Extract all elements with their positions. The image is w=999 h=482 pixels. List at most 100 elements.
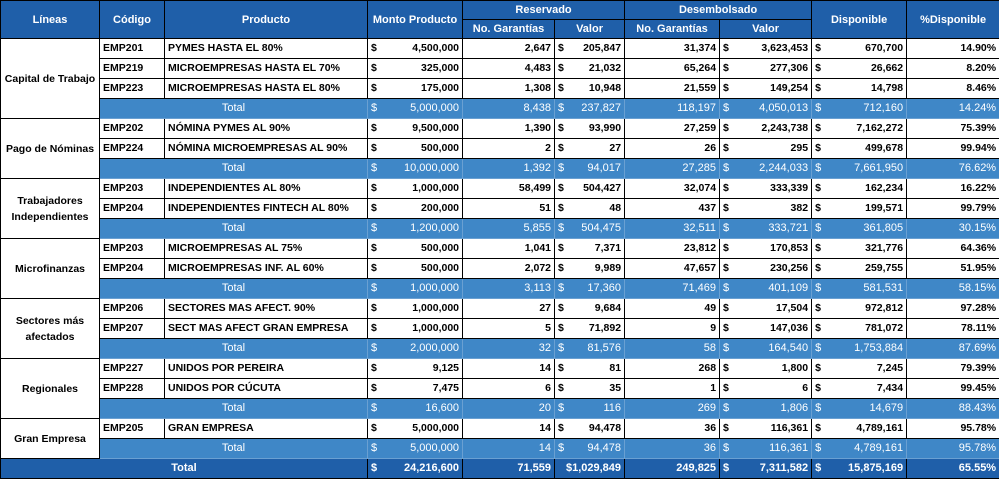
header-desembolsado: Desembolsado (624, 0, 813, 20)
product-code: EMP203 (99, 238, 165, 259)
header-desembolsado-no-garantias: No. Garantías (624, 19, 721, 39)
subtotal-desembolsado-valor: 333,721 (734, 218, 813, 239)
desembolsado-no-garantias: 32,074 (624, 178, 721, 199)
subtotal-label: Total (99, 218, 368, 239)
pct-disponible: 97.28% (906, 298, 999, 319)
subtotal-disponible-currency: $ (811, 438, 827, 459)
product-code: EMP206 (99, 298, 165, 319)
reservado-no-garantias: 1,390 (462, 118, 556, 139)
product-name: SECT MAS AFECT GRAN EMPRESA (164, 318, 368, 339)
product-code: EMP228 (99, 378, 165, 399)
reservado-valor-currency: $ (554, 418, 570, 439)
table-row: Capital de Trabajo EMP201 PYMES HASTA EL 8… (0, 38, 999, 119)
product-code: EMP224 (99, 138, 165, 159)
pct-disponible: 75.39% (906, 118, 999, 139)
subtotal-disponible: 14,679 (826, 398, 908, 419)
subtotal-desembolsado-valor-currency: $ (719, 398, 735, 419)
reservado-valor: 48 (569, 198, 626, 219)
table-row: EMP204 INDEPENDIENTES FINTECH AL 80% $200,… (1, 198, 999, 219)
reservado-valor-currency: $ (554, 378, 570, 399)
line-name: Trabajadores Independientes (0, 178, 100, 239)
subtotal-disponible-currency: $ (811, 278, 827, 299)
table-row: Pago de Nóminas EMP202 NÓMINA PYMES AL 90%… (0, 118, 999, 179)
subtotal-monto: 16,600 (383, 398, 464, 419)
subtotal-reservado-valor-currency: $ (554, 338, 570, 359)
subtotal-reservado-no: 5,855 (462, 218, 556, 239)
subtotal-monto-currency: $ (367, 158, 384, 179)
product-name: MICROEMPRESAS HASTA EL 70% (164, 58, 368, 79)
subtotal-disponible-currency: $ (811, 158, 827, 179)
header-lineas: Líneas (0, 0, 100, 39)
grand-total-desembolsado-valor: 7,311,582 (734, 458, 813, 479)
monto-producto-currency: $ (367, 118, 384, 139)
grand-total-reservado-valor: $1,029,849 (554, 458, 626, 479)
pct-disponible: 99.45% (906, 378, 999, 399)
disponible: 7,245 (826, 358, 908, 379)
table-row: EMP228 UNIDOS POR CÚCUTA $7,475 6 $35 1 $6 $7,4… (1, 378, 999, 399)
grand-total-monto-currency: $ (367, 458, 384, 479)
header-reservado-no-garantias: No. Garantías (462, 19, 556, 39)
subtotal-reservado-no: 1,392 (462, 158, 556, 179)
subtotal-row: Total $1,200,000 5,855 $504,475 32,511 $333,7… (1, 218, 999, 239)
monto-producto-currency: $ (367, 378, 384, 399)
disponible-currency: $ (811, 378, 827, 399)
reservado-valor-currency: $ (554, 178, 570, 199)
disponible: 199,571 (826, 198, 908, 219)
subtotal-reservado-no: 14 (462, 438, 556, 459)
reservado-valor-currency: $ (554, 318, 570, 339)
line-name: Pago de Nóminas (0, 118, 100, 179)
table-row: EMP207 SECT MAS AFECT GRAN EMPRESA $1,000,… (1, 318, 999, 339)
subtotal-desembolsado-valor: 401,109 (734, 278, 813, 299)
monto-producto: 4,500,000 (383, 38, 464, 59)
monto-producto-currency: $ (367, 258, 384, 279)
subtotal-reservado-valor: 17,360 (569, 278, 626, 299)
subtotal-pct: 58.15% (906, 278, 999, 299)
header-codigo: Código (99, 0, 165, 39)
subtotal-desembolsado-valor: 1,806 (734, 398, 813, 419)
subtotal-desembolsado-no: 71,469 (624, 278, 721, 299)
desembolsado-valor-currency: $ (719, 238, 735, 259)
reservado-valor: 35 (569, 378, 626, 399)
disponible-currency: $ (811, 418, 827, 439)
monto-producto: 175,000 (383, 78, 464, 99)
product-code: EMP203 (99, 178, 165, 199)
subtotal-desembolsado-no: 269 (624, 398, 721, 419)
reservado-no-garantias: 5 (462, 318, 556, 339)
disponible: 781,072 (826, 318, 908, 339)
subtotal-desembolsado-no: 27,285 (624, 158, 721, 179)
monto-producto-currency: $ (367, 78, 384, 99)
grand-total-desembolsado-valor-currency: $ (719, 458, 735, 479)
desembolsado-valor-currency: $ (719, 178, 735, 199)
subtotal-monto: 1,000,000 (383, 278, 464, 299)
reservado-no-garantias: 6 (462, 378, 556, 399)
reservado-no-garantias: 27 (462, 298, 556, 319)
pct-disponible: 8.46% (906, 78, 999, 99)
subtotal-desembolsado-valor-currency: $ (719, 158, 735, 179)
subtotal-disponible: 4,789,161 (826, 438, 908, 459)
subtotal-disponible-currency: $ (811, 98, 827, 119)
desembolsado-valor: 147,036 (734, 318, 813, 339)
product-name: MICROEMPRESAS AL 75% (164, 238, 368, 259)
disponible: 972,812 (826, 298, 908, 319)
subtotal-monto-currency: $ (367, 98, 384, 119)
desembolsado-no-garantias: 47,657 (624, 258, 721, 279)
pct-disponible: 99.94% (906, 138, 999, 159)
disponible-currency: $ (811, 138, 827, 159)
subtotal-reservado-valor-currency: $ (554, 398, 570, 419)
product-name: MICROEMPRESAS INF. AL 60% (164, 258, 368, 279)
monto-producto-currency: $ (367, 58, 384, 79)
reservado-no-garantias: 1,041 (462, 238, 556, 259)
subtotal-disponible-currency: $ (811, 338, 827, 359)
product-name: NÓMINA PYMES AL 90% (164, 118, 368, 139)
desembolsado-valor-currency: $ (719, 78, 735, 99)
subtotal-desembolsado-no: 36 (624, 438, 721, 459)
subtotal-label: Total (99, 158, 368, 179)
desembolsado-valor: 149,254 (734, 78, 813, 99)
reservado-valor: 205,847 (569, 38, 626, 59)
pct-disponible: 78.11% (906, 318, 999, 339)
header-desembolsado-valor: Valor (719, 19, 813, 39)
monto-producto: 325,000 (383, 58, 464, 79)
monto-producto-currency: $ (367, 358, 384, 379)
disponible-currency: $ (811, 78, 827, 99)
